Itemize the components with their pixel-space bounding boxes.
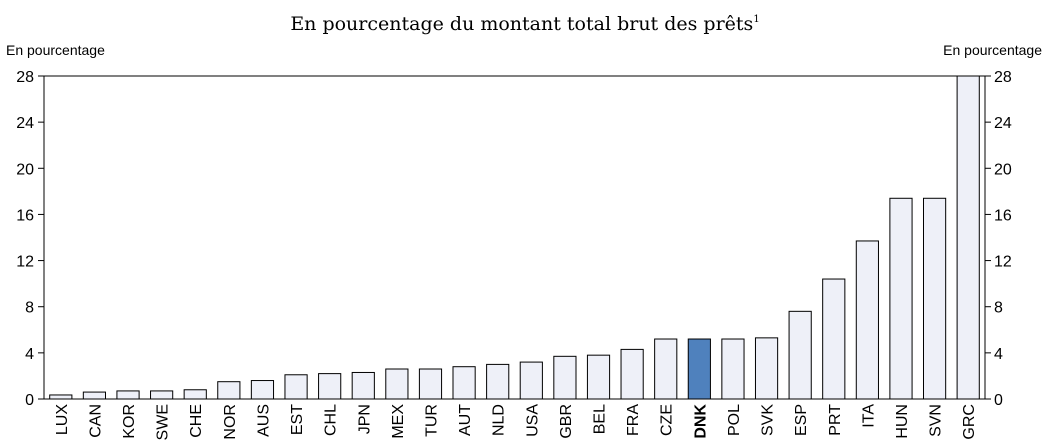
bar xyxy=(250,380,275,400)
y-tick-label: 20 xyxy=(16,161,34,178)
y2-tick-label: 20 xyxy=(994,161,1012,178)
y2-tick-label: 8 xyxy=(994,300,1003,317)
x-tick-label: SWE xyxy=(155,404,172,440)
y2-tick-label: 24 xyxy=(994,115,1012,132)
title-note: 1 xyxy=(753,14,759,25)
x-tick-label: MEX xyxy=(390,404,407,439)
x-tick-label: BEL xyxy=(592,404,609,434)
x-tick-label: CHL xyxy=(323,404,340,436)
y-tick-label: 16 xyxy=(16,207,34,224)
bar xyxy=(116,390,140,400)
y-tick-label: 12 xyxy=(16,254,34,271)
bar xyxy=(284,374,308,400)
bar xyxy=(922,197,947,400)
y-axis-label: En pourcentage xyxy=(6,42,105,58)
x-tick-label: SVK xyxy=(760,404,777,436)
x-tick-label: ESP xyxy=(793,404,810,436)
plot-frame xyxy=(43,75,986,400)
bar xyxy=(620,348,644,400)
x-tick-label: KOR xyxy=(121,404,138,439)
x-tick-label: LUX xyxy=(54,404,71,435)
bar xyxy=(822,278,846,400)
bar xyxy=(385,368,409,400)
y2-axis-label: En pourcentage xyxy=(943,42,1042,58)
x-tick-label: GBR xyxy=(558,404,575,439)
bar xyxy=(586,354,611,400)
x-tick-label: NOR xyxy=(222,404,239,440)
bar xyxy=(183,389,207,400)
x-tick-label: SVN xyxy=(928,404,945,437)
y2-tick-label: 12 xyxy=(994,254,1012,271)
x-tick-label: AUT xyxy=(457,404,474,436)
bar xyxy=(418,368,443,400)
bar xyxy=(889,197,913,400)
x-tick-label: CZE xyxy=(659,404,676,436)
y-tick-label: 0 xyxy=(25,392,34,409)
bar xyxy=(721,338,745,400)
y2-tick-label: 0 xyxy=(994,392,1003,409)
x-tick-label: ITA xyxy=(860,404,877,428)
bar xyxy=(687,338,711,400)
x-tick-label: EST xyxy=(289,404,306,435)
x-tick-label: CHE xyxy=(188,404,205,438)
chart-title: En pourcentage du montant total brut des… xyxy=(290,13,759,35)
title-text: En pourcentage du montant total brut des… xyxy=(290,13,753,35)
bar xyxy=(217,381,241,400)
bar xyxy=(956,75,980,400)
bar xyxy=(49,394,73,400)
bar xyxy=(452,366,476,400)
bar xyxy=(318,373,342,400)
y-tick-label: 28 xyxy=(16,69,34,86)
bar xyxy=(788,310,812,400)
bar xyxy=(351,371,375,400)
y-tick-label: 4 xyxy=(25,346,34,363)
bar xyxy=(654,338,678,400)
x-tick-label: TUR xyxy=(423,404,440,437)
y2-tick-label: 4 xyxy=(994,346,1003,363)
x-tick-label: USA xyxy=(524,404,541,437)
x-tick-label: DNK xyxy=(692,404,709,439)
bar xyxy=(150,390,174,400)
x-tick-label: PRT xyxy=(827,404,844,436)
y-tick-label: 8 xyxy=(25,300,34,317)
bar xyxy=(855,240,879,400)
bar xyxy=(519,361,543,400)
x-tick-label: CAN xyxy=(87,404,104,438)
x-tick-label: FRA xyxy=(625,404,642,436)
x-tick-label: AUS xyxy=(255,404,272,437)
y2-tick-label: 28 xyxy=(994,69,1012,86)
x-tick-label: GRC xyxy=(961,404,978,440)
bar xyxy=(82,391,107,400)
bar xyxy=(486,363,510,400)
bar xyxy=(754,337,779,400)
x-tick-label: HUN xyxy=(894,404,911,439)
bar xyxy=(553,355,577,400)
y2-tick-label: 16 xyxy=(994,207,1012,224)
y-tick-label: 24 xyxy=(16,115,34,132)
x-tick-label: JPN xyxy=(356,404,373,434)
x-tick-label: POL xyxy=(726,404,743,436)
x-tick-label: NLD xyxy=(491,404,508,436)
